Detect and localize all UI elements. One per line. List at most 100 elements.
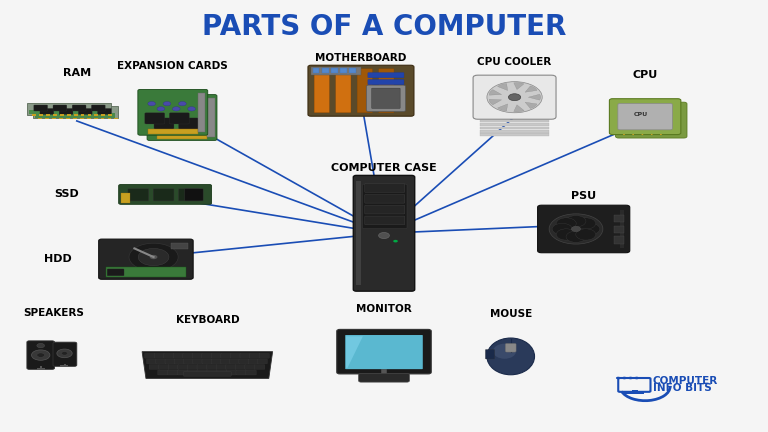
- FancyBboxPatch shape: [147, 359, 157, 364]
- Circle shape: [566, 231, 586, 242]
- FancyBboxPatch shape: [144, 353, 155, 358]
- Bar: [101, 114, 105, 116]
- Circle shape: [650, 134, 653, 135]
- Text: HDD: HDD: [44, 254, 71, 264]
- Circle shape: [632, 134, 634, 135]
- FancyBboxPatch shape: [165, 359, 175, 364]
- Circle shape: [650, 134, 653, 135]
- FancyBboxPatch shape: [362, 184, 407, 229]
- Text: COMPUTER CASE: COMPUTER CASE: [331, 163, 437, 173]
- FancyBboxPatch shape: [167, 370, 178, 375]
- Text: INFO BITS: INFO BITS: [653, 382, 711, 393]
- FancyBboxPatch shape: [235, 365, 246, 369]
- FancyBboxPatch shape: [187, 370, 197, 375]
- Bar: [37, 368, 45, 370]
- Circle shape: [623, 134, 625, 135]
- Bar: [313, 68, 319, 73]
- Circle shape: [660, 134, 662, 135]
- Text: CPU: CPU: [634, 112, 648, 117]
- Circle shape: [61, 352, 68, 355]
- FancyBboxPatch shape: [211, 359, 221, 364]
- Bar: [106, 267, 186, 276]
- Circle shape: [178, 102, 186, 106]
- Circle shape: [163, 102, 170, 106]
- Text: MOTHERBOARD: MOTHERBOARD: [316, 53, 406, 63]
- FancyBboxPatch shape: [197, 370, 207, 375]
- FancyBboxPatch shape: [53, 105, 67, 111]
- FancyBboxPatch shape: [353, 175, 415, 291]
- FancyBboxPatch shape: [127, 189, 149, 201]
- Bar: [67, 114, 71, 116]
- FancyBboxPatch shape: [169, 113, 189, 124]
- FancyBboxPatch shape: [72, 105, 86, 111]
- Bar: [53, 114, 57, 116]
- FancyBboxPatch shape: [230, 353, 240, 358]
- FancyBboxPatch shape: [174, 359, 184, 364]
- Text: EXPANSION CARDS: EXPANSION CARDS: [118, 61, 228, 71]
- Bar: [114, 118, 118, 119]
- FancyBboxPatch shape: [207, 365, 217, 369]
- FancyBboxPatch shape: [366, 85, 406, 111]
- Circle shape: [57, 349, 72, 358]
- FancyBboxPatch shape: [336, 329, 431, 374]
- FancyBboxPatch shape: [154, 118, 174, 129]
- FancyBboxPatch shape: [202, 359, 212, 364]
- Bar: [480, 130, 549, 133]
- FancyBboxPatch shape: [538, 205, 630, 253]
- FancyBboxPatch shape: [197, 365, 207, 369]
- FancyBboxPatch shape: [610, 99, 680, 135]
- Wedge shape: [528, 94, 541, 100]
- Bar: [480, 113, 549, 115]
- FancyBboxPatch shape: [202, 353, 212, 358]
- Circle shape: [632, 134, 634, 135]
- FancyBboxPatch shape: [250, 353, 260, 358]
- FancyBboxPatch shape: [365, 216, 405, 225]
- FancyBboxPatch shape: [174, 353, 184, 358]
- Bar: [101, 118, 104, 119]
- Bar: [311, 67, 361, 75]
- Circle shape: [172, 107, 180, 111]
- Circle shape: [556, 218, 576, 229]
- Text: MOUSE: MOUSE: [489, 309, 532, 319]
- FancyBboxPatch shape: [184, 372, 231, 376]
- Bar: [480, 127, 549, 129]
- Circle shape: [622, 377, 627, 379]
- Bar: [94, 118, 98, 119]
- FancyBboxPatch shape: [473, 75, 556, 119]
- FancyBboxPatch shape: [157, 370, 168, 375]
- Text: CPU COOLER: CPU COOLER: [478, 57, 551, 67]
- Bar: [624, 392, 644, 394]
- Polygon shape: [33, 106, 118, 118]
- Circle shape: [576, 229, 596, 240]
- FancyBboxPatch shape: [211, 353, 222, 358]
- FancyBboxPatch shape: [245, 365, 255, 369]
- Wedge shape: [489, 90, 502, 95]
- FancyBboxPatch shape: [193, 359, 203, 364]
- FancyBboxPatch shape: [336, 69, 351, 113]
- Circle shape: [566, 216, 586, 227]
- FancyBboxPatch shape: [149, 365, 160, 369]
- FancyBboxPatch shape: [217, 370, 227, 375]
- Bar: [614, 236, 624, 244]
- FancyBboxPatch shape: [168, 365, 179, 369]
- Polygon shape: [35, 113, 115, 118]
- FancyBboxPatch shape: [379, 69, 394, 113]
- Bar: [340, 68, 347, 73]
- Circle shape: [623, 134, 625, 135]
- FancyBboxPatch shape: [246, 370, 257, 375]
- Circle shape: [634, 377, 639, 379]
- FancyBboxPatch shape: [226, 365, 236, 369]
- FancyBboxPatch shape: [187, 365, 198, 369]
- FancyBboxPatch shape: [156, 359, 166, 364]
- FancyBboxPatch shape: [138, 89, 207, 135]
- Circle shape: [660, 134, 662, 135]
- Bar: [74, 114, 78, 116]
- FancyBboxPatch shape: [183, 353, 193, 358]
- Bar: [480, 133, 549, 136]
- FancyBboxPatch shape: [368, 79, 404, 85]
- Bar: [32, 114, 36, 116]
- Circle shape: [660, 134, 662, 135]
- Bar: [94, 114, 98, 116]
- Bar: [46, 114, 50, 116]
- FancyBboxPatch shape: [359, 373, 409, 382]
